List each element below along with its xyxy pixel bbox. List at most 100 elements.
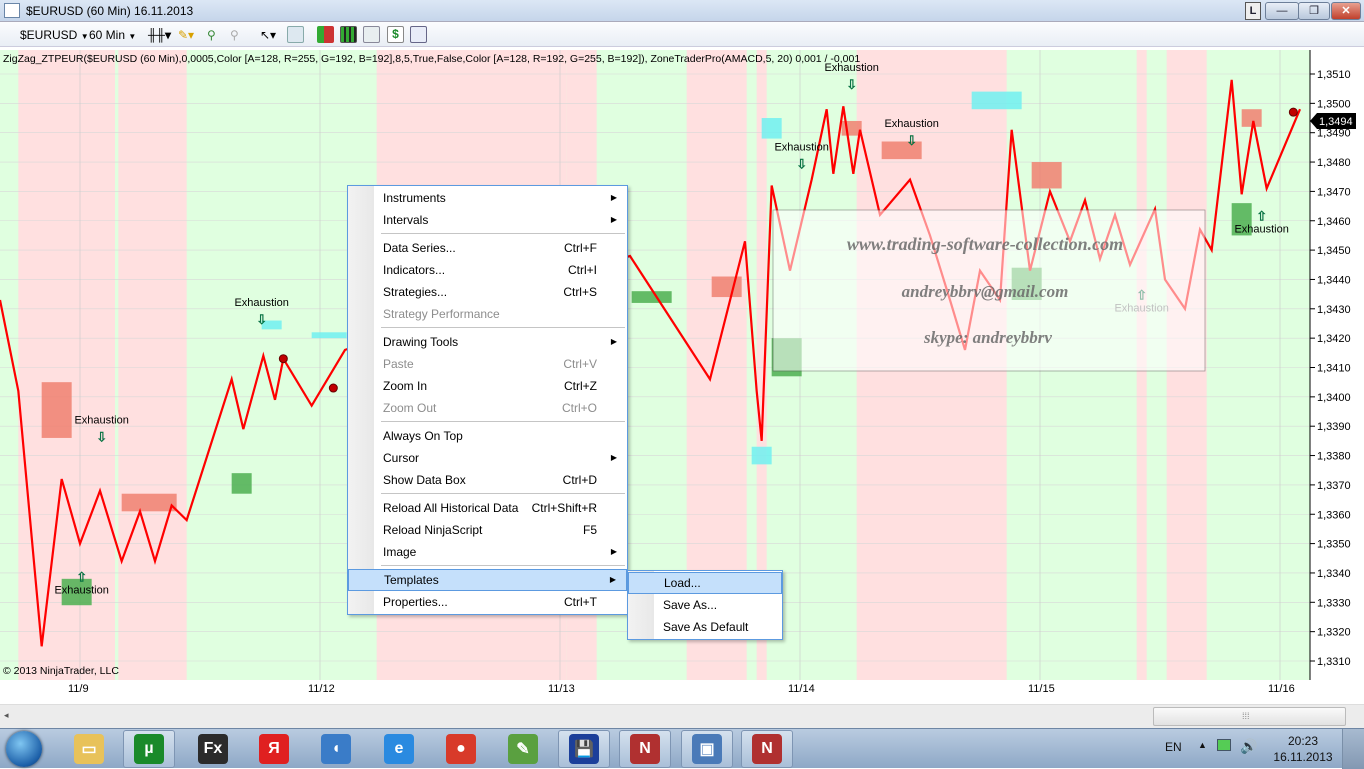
menu-item-save-as-default[interactable]: Save As Default: [628, 616, 782, 638]
menu-item-load[interactable]: Load...: [628, 572, 782, 594]
taskbar-app-editor[interactable]: ✎: [497, 730, 549, 768]
editor-icon: ✎: [508, 734, 538, 764]
taskbar-app-save[interactable]: 💾: [558, 730, 610, 768]
swing-point-dot: [278, 354, 288, 364]
menu-item-always-on-top[interactable]: Always On Top: [348, 425, 627, 447]
menu-item-zoom-in[interactable]: Zoom In Ctrl+Z: [348, 375, 627, 397]
menu-item-drawing-tools[interactable]: Drawing Tools ▶: [348, 331, 627, 353]
clock-time: 20:23: [1287, 734, 1319, 748]
menu-item-paste: Paste Ctrl+V: [348, 353, 627, 375]
network-monitor-icon: ▣: [692, 734, 722, 764]
price-tick-label: 1,3480: [1317, 157, 1351, 169]
price-tick-label: 1,3360: [1317, 509, 1351, 521]
menu-gutter: [348, 186, 374, 614]
scroll-left-arrow-icon[interactable]: ◂: [4, 710, 9, 720]
language-indicator[interactable]: EN: [1165, 740, 1182, 754]
price-tick-label: 1,3320: [1317, 627, 1351, 639]
instrument-selector[interactable]: $EURUSD ▼: [20, 26, 89, 44]
horizontal-scrollbar[interactable]: ◂ ⁞⁞⁞: [0, 704, 1364, 728]
bar-type-icon[interactable]: ╫╫▾: [148, 28, 172, 42]
taskbar-app-audio[interactable]: ◖: [310, 730, 362, 768]
price-tick-label: 1,3500: [1317, 98, 1351, 110]
submenu-arrow-icon: ▶: [610, 337, 617, 346]
maximize-button[interactable]: ❐: [1298, 2, 1330, 20]
current-price-tag: [1310, 112, 1356, 129]
menu-item-templates[interactable]: Templates ▶: [348, 569, 627, 591]
scrollbar-thumb[interactable]: ⁞⁞⁞: [1153, 707, 1346, 726]
menu-item-label: Properties...: [383, 595, 448, 609]
menu-item-label: Save As Default: [663, 620, 749, 634]
price-tick-label: 1,3420: [1317, 333, 1351, 345]
data-series-icon[interactable]: [363, 26, 380, 43]
taskbar-app-fx[interactable]: Fx: [187, 730, 239, 768]
menu-item-properties[interactable]: Properties... Ctrl+T: [348, 591, 627, 613]
start-button[interactable]: [6, 731, 42, 767]
arrow-down-icon: ⇩: [96, 429, 107, 444]
close-button[interactable]: ✕: [1331, 2, 1361, 20]
show-hidden-icons[interactable]: ▲: [1198, 740, 1207, 750]
taskbar-app-explorer[interactable]: ▭: [63, 730, 115, 768]
menu-item-strategies[interactable]: Strategies... Ctrl+S: [348, 281, 627, 303]
submenu-arrow-icon: ▶: [610, 547, 617, 556]
taskbar-app-yandex[interactable]: Я: [248, 730, 300, 768]
copyright-text: © 2013 NinjaTrader, LLC: [3, 665, 119, 677]
menu-item-reload-all-historical-data[interactable]: Reload All Historical Data Ctrl+Shift+R: [348, 497, 627, 519]
menu-item-label: Cursor: [383, 451, 420, 465]
arrow-up-icon: ⇧: [1256, 208, 1267, 223]
submenu-arrow-icon: ▶: [610, 193, 617, 202]
arrow-down-icon: ⇩: [796, 156, 807, 171]
network-icon[interactable]: [1217, 739, 1231, 751]
submenu-arrow-icon: ▶: [609, 575, 616, 584]
taskbar-app-chrome[interactable]: ●: [435, 730, 487, 768]
menu-item-label: Intervals: [383, 213, 429, 227]
cursor-pointer-icon[interactable]: ↖▾: [260, 28, 277, 42]
menu-item-image[interactable]: Image ▶: [348, 541, 627, 563]
menu-item-save-as[interactable]: Save As...: [628, 594, 782, 616]
date-axis: 11/9 11/12 11/13 11/14 11/15 11/16: [0, 680, 1364, 702]
menu-item-instruments[interactable]: Instruments ▶: [348, 187, 627, 209]
price-tick-label: 1,3460: [1317, 216, 1351, 228]
swing-point-dot: [1288, 107, 1298, 117]
menu-item-cursor[interactable]: Cursor ▶: [348, 447, 627, 469]
grip-icon: ⁞⁞⁞: [1242, 711, 1250, 721]
price-tick-label: 1,3330: [1317, 597, 1351, 609]
menu-item-label: Save As...: [663, 598, 718, 612]
menu-item-label: Show Data Box: [383, 473, 466, 487]
link-button[interactable]: L: [1245, 2, 1261, 20]
menu-separator: [348, 491, 627, 497]
zoom-out-icon[interactable]: ⚲: [230, 28, 239, 42]
taskbar-app-ninjatrader[interactable]: N: [619, 730, 671, 768]
magnifier-icon[interactable]: [287, 26, 304, 43]
menu-item-reload-ninjascript[interactable]: Reload NinjaScript F5: [348, 519, 627, 541]
properties-icon[interactable]: [410, 26, 427, 43]
exhaustion-label: Exhaustion: [234, 297, 288, 309]
menu-item-indicators[interactable]: Indicators... Ctrl+I: [348, 259, 627, 281]
menu-item-intervals[interactable]: Intervals ▶: [348, 209, 627, 231]
pencil-drawing-icon[interactable]: ✎▾: [178, 28, 195, 42]
title-bar: $EURUSD (60 Min) 16.11.2013 L — ❐ ✕: [0, 0, 1364, 22]
menu-item-data-series[interactable]: Data Series... Ctrl+F: [348, 237, 627, 259]
indicators-icon[interactable]: [317, 26, 334, 43]
taskbar-app-internet-explorer[interactable]: e: [373, 730, 425, 768]
taskbar-app-network-monitor[interactable]: ▣: [681, 730, 733, 768]
menu-item-show-data-box[interactable]: Show Data Box Ctrl+D: [348, 469, 627, 491]
zoom-in-icon[interactable]: ⚲: [207, 28, 216, 42]
minimize-button[interactable]: —: [1265, 2, 1299, 20]
supply-zone-box: [881, 141, 922, 160]
price-tick-label: 1,3430: [1317, 304, 1351, 316]
interval-selector[interactable]: 60 Min ▼: [89, 26, 136, 44]
exhaustion-label: Exhaustion: [884, 118, 938, 130]
show-desktop-button[interactable]: [1342, 729, 1364, 769]
price-tick-label: 1,3350: [1317, 539, 1351, 551]
chevron-down-icon: ▼: [128, 32, 137, 41]
clock[interactable]: 20:23 16.11.2013: [1268, 733, 1338, 765]
dollar-icon[interactable]: $: [387, 26, 404, 43]
supply-zone-box: [1031, 162, 1062, 189]
menu-shortcut: Ctrl+Z: [564, 379, 597, 393]
taskbar-app-utorrent[interactable]: µ: [123, 730, 175, 768]
fx-icon: Fx: [198, 734, 228, 764]
strategies-icon[interactable]: [340, 26, 357, 43]
taskbar-app-ninjatrader-2[interactable]: N: [741, 730, 793, 768]
volume-icon[interactable]: 🔊: [1240, 738, 1258, 754]
arrow-down-icon: ⇩: [906, 133, 917, 148]
